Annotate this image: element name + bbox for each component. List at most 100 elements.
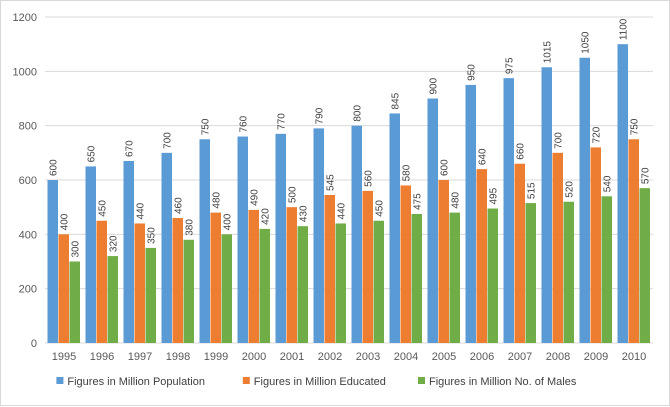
data-label: 440 (337, 202, 348, 219)
bar (373, 220, 384, 343)
data-label: 520 (565, 181, 576, 198)
x-tick-label: 2004 (394, 351, 418, 363)
bar (145, 247, 156, 343)
data-label: 545 (326, 174, 337, 191)
data-label: 845 (391, 92, 402, 109)
y-tick-label: 200 (19, 284, 37, 296)
data-label: 975 (505, 57, 516, 74)
bar (617, 44, 628, 344)
data-label: 600 (49, 159, 60, 176)
y-tick-label: 400 (19, 229, 37, 241)
data-label: 480 (212, 191, 223, 208)
x-tick-label: 2009 (584, 351, 608, 363)
data-label: 380 (185, 219, 196, 236)
bar (47, 180, 58, 343)
bar (221, 234, 232, 343)
bar (628, 139, 639, 343)
x-tick-label: 2002 (318, 351, 342, 363)
bar (58, 234, 69, 343)
bar (525, 203, 536, 343)
data-label: 800 (353, 105, 364, 122)
data-label: 450 (98, 200, 109, 217)
legend-label: Figures in Million Population (67, 376, 205, 388)
data-label: 1100 (619, 18, 630, 40)
data-label: 720 (592, 126, 603, 143)
bar (351, 125, 362, 344)
data-label: 300 (71, 240, 82, 257)
bar (275, 133, 286, 343)
x-tick-label: 2003 (356, 351, 380, 363)
y-tick-label: 0 (31, 338, 37, 350)
bar (503, 78, 514, 343)
data-label: 400 (60, 213, 71, 230)
x-tick-label: 2005 (432, 351, 456, 363)
data-label: 475 (413, 193, 424, 210)
bar (199, 139, 210, 343)
bar (210, 212, 221, 343)
legend-label: Figures in Million Educated (254, 376, 386, 388)
data-label: 490 (250, 189, 261, 206)
bar (96, 220, 107, 343)
data-label: 600 (440, 159, 451, 176)
data-label: 460 (174, 197, 185, 214)
data-label: 950 (467, 64, 478, 81)
bar (476, 169, 487, 343)
data-label: 760 (239, 115, 250, 132)
bar (563, 201, 574, 343)
bar (438, 180, 449, 343)
bar (297, 226, 308, 343)
legend-swatch (56, 377, 64, 384)
data-label: 570 (641, 167, 652, 184)
x-tick-label: 2010 (622, 351, 646, 363)
bar (411, 213, 422, 343)
y-tick-label: 1000 (13, 66, 37, 78)
bar (237, 136, 248, 343)
bar (123, 160, 134, 343)
data-label: 480 (451, 191, 462, 208)
bar (487, 208, 498, 343)
data-label: 515 (527, 182, 538, 199)
bar (172, 218, 183, 343)
x-tick-label: 2001 (280, 351, 304, 363)
x-tick-label: 2000 (242, 351, 266, 363)
data-label: 400 (223, 213, 234, 230)
data-label: 700 (163, 132, 174, 149)
bar (69, 261, 80, 343)
data-label: 770 (277, 113, 288, 130)
bar (427, 98, 438, 343)
data-label: 540 (603, 175, 614, 192)
bar (259, 228, 270, 343)
bar (590, 147, 601, 343)
bar (335, 223, 346, 343)
bar (362, 190, 373, 343)
data-label: 750 (201, 118, 212, 135)
data-label: 750 (630, 118, 641, 135)
bar (107, 256, 118, 343)
data-label: 500 (288, 186, 299, 203)
data-label: 700 (554, 132, 565, 149)
x-tick-label: 1998 (166, 351, 190, 363)
bar (389, 113, 400, 343)
legend-swatch (418, 377, 425, 384)
x-tick-label: 1999 (204, 351, 228, 363)
data-label: 660 (516, 143, 527, 160)
bar (183, 239, 194, 343)
x-tick-label: 2008 (546, 351, 570, 363)
x-tick-label: 1995 (52, 351, 76, 363)
data-label: 1015 (543, 41, 554, 64)
data-label: 320 (109, 235, 120, 252)
legend-label: Figures in Million No. of Males (429, 376, 577, 388)
bar (313, 128, 324, 343)
bar (324, 194, 335, 343)
bar (465, 84, 476, 344)
bar (601, 196, 612, 343)
bar (639, 188, 650, 343)
data-label: 790 (315, 107, 326, 124)
data-label: 450 (375, 200, 386, 217)
legend-swatch (242, 377, 250, 384)
x-tick-label: 2007 (508, 351, 532, 363)
data-label: 1050 (581, 31, 592, 54)
bar (286, 207, 297, 343)
bar (579, 57, 590, 343)
